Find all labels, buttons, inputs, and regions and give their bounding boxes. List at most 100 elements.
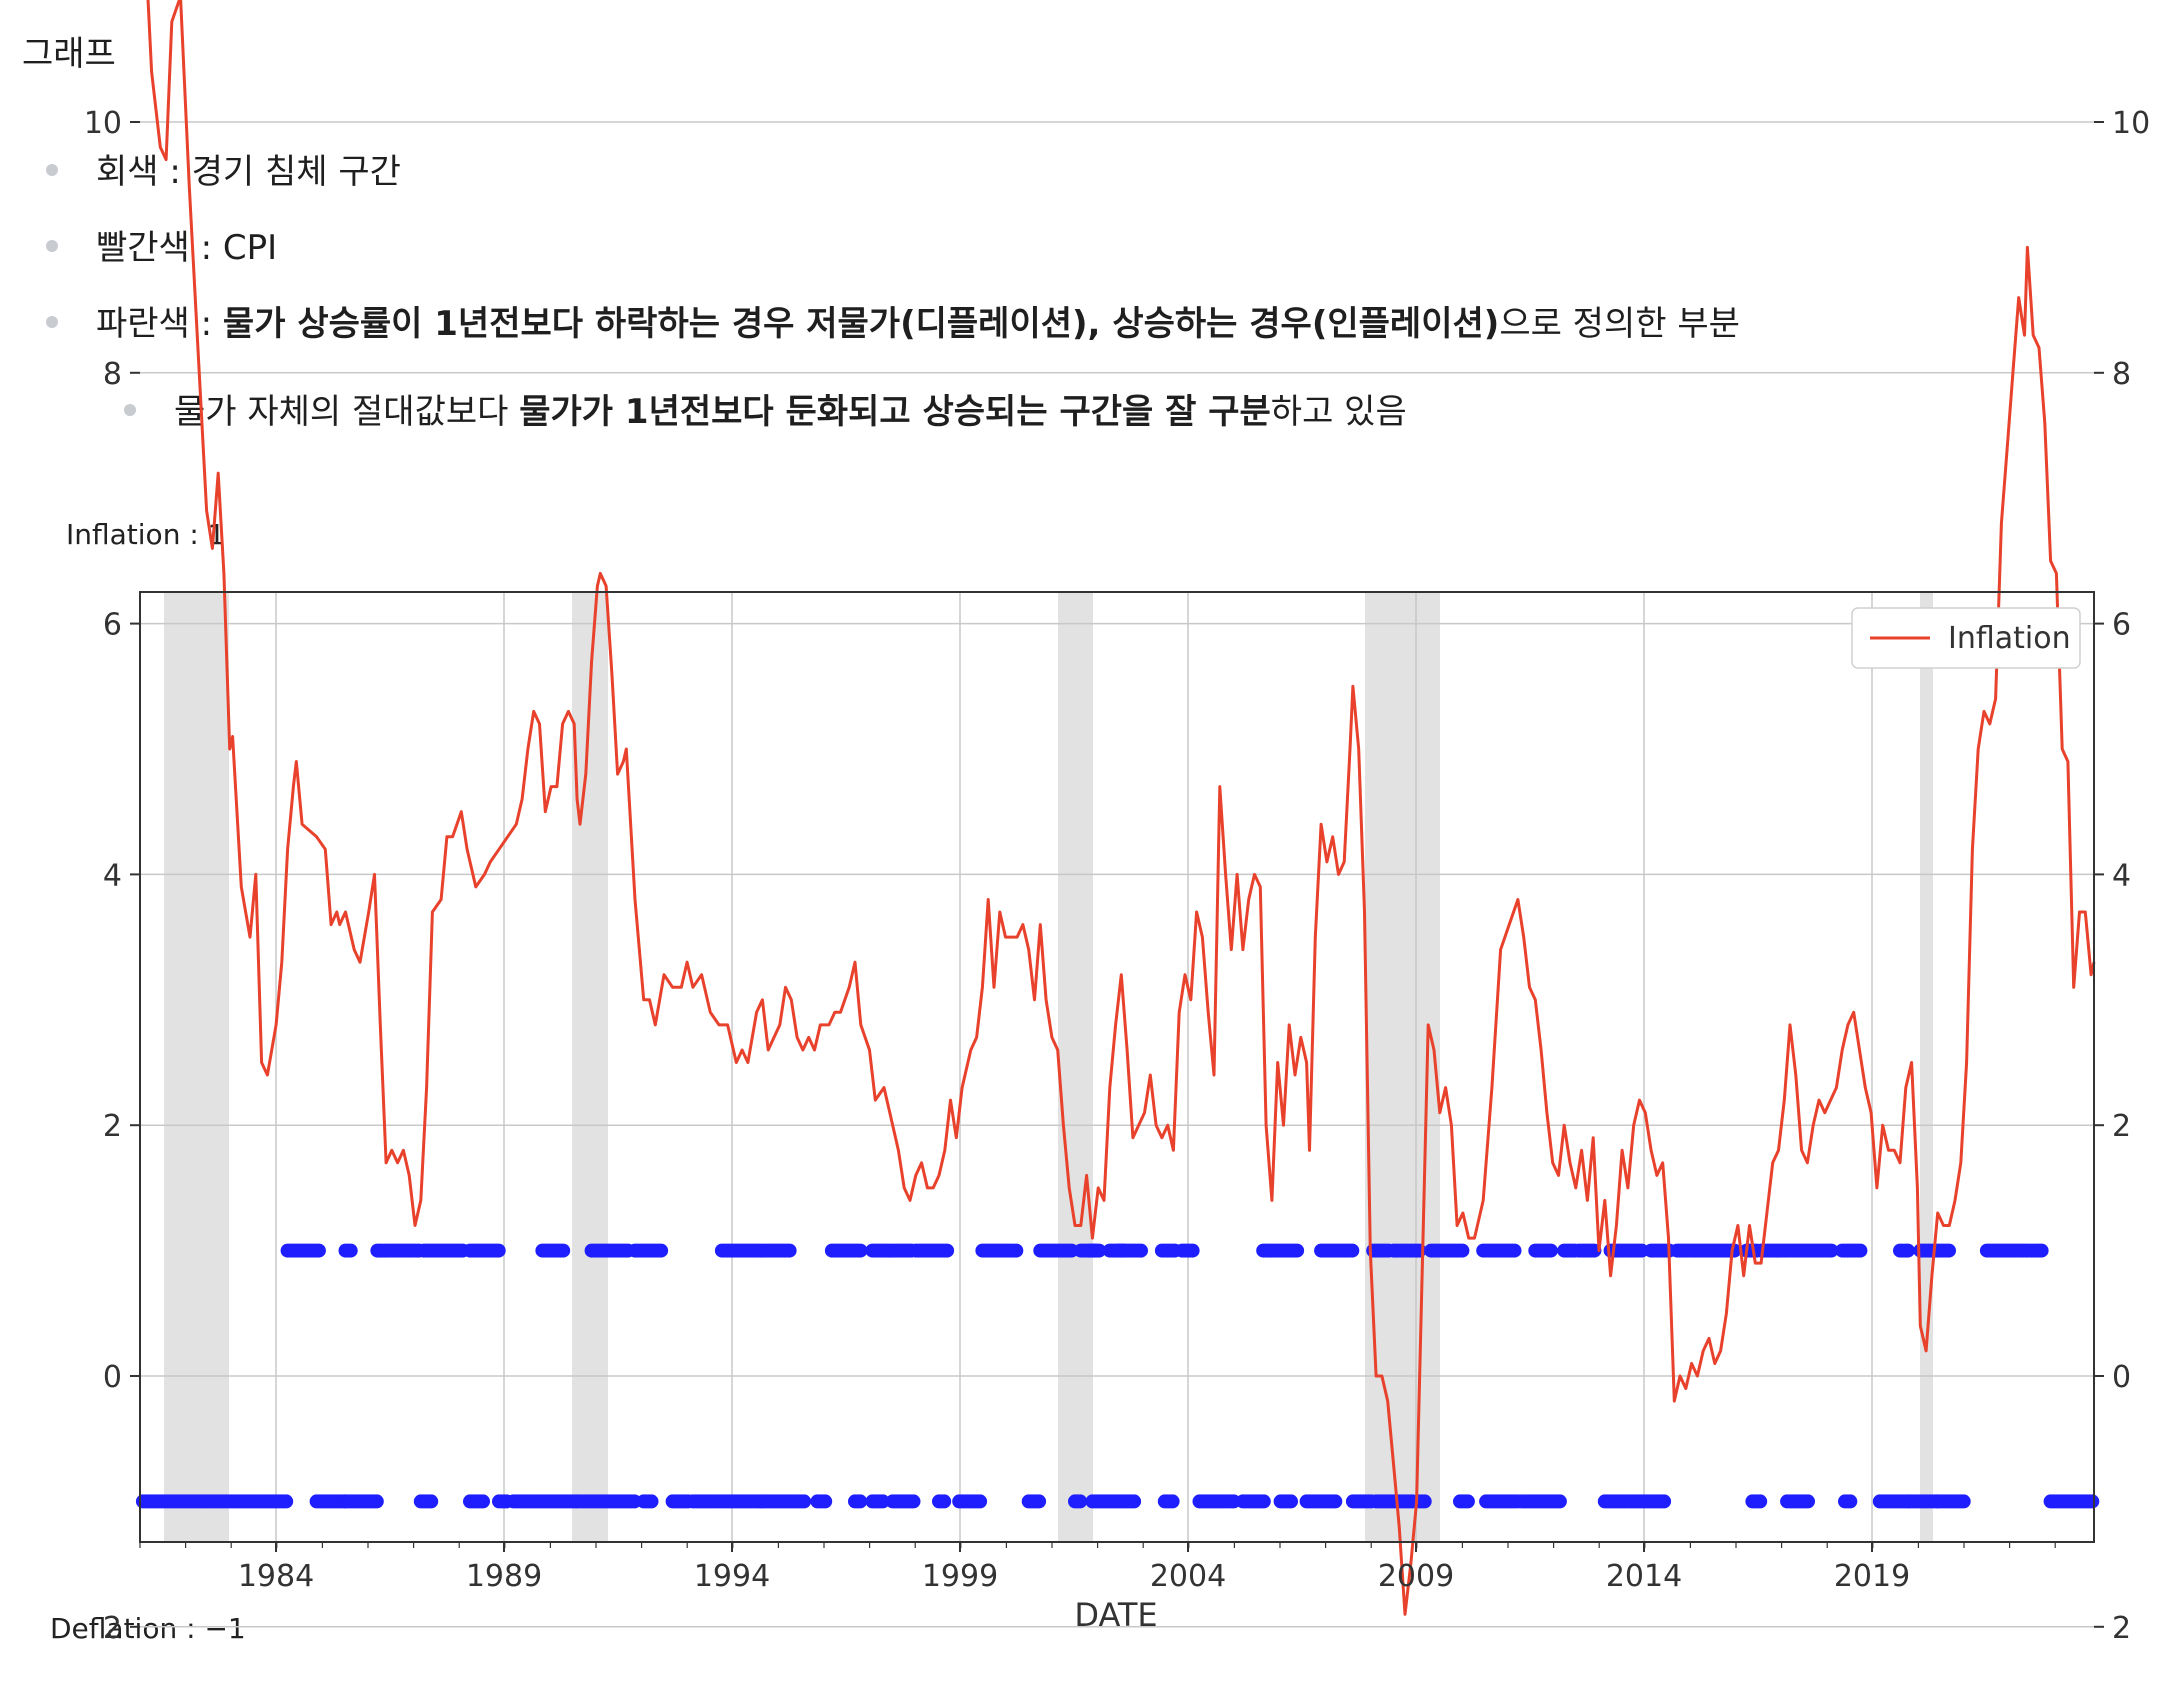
signal-dot (2085, 1494, 2100, 1509)
signal-dot (311, 1243, 326, 1258)
section-heading: 그래프 (22, 34, 116, 74)
y-tick-label-left: 10 (84, 106, 122, 141)
deflation-annotation: Deflation : −1 (50, 1612, 246, 1645)
note-text: 으로 정의한 부분 (1499, 304, 1740, 344)
signal-dot (906, 1494, 921, 1509)
signal-dot (782, 1243, 797, 1258)
signal-dot (1185, 1243, 1200, 1258)
inflation-line (146, 0, 2096, 1616)
signal-dot (1853, 1243, 1868, 1258)
y-tick-label-left: 2 (103, 1109, 122, 1144)
signal-dot (1256, 1494, 1271, 1509)
signal-dot (1942, 1243, 1956, 1258)
signal-dot (1657, 1494, 1672, 1509)
signal-dot (279, 1494, 294, 1509)
recession-band (1365, 592, 1440, 1542)
y-tick-label-right: 0 (2112, 1360, 2131, 1395)
y-tick-label-right: 6 (2112, 608, 2131, 643)
signal-dot (1460, 1494, 1475, 1509)
sub-note-item: 물가 자체의 절대값보다 물가가 1년전보다 둔화되고 상승되는 구간을 잘 구… (174, 384, 1407, 433)
signal-dot (1552, 1494, 1567, 1509)
signal-dot (1290, 1243, 1305, 1258)
y-tick-label-left: 2 (103, 1611, 122, 1646)
signal-dot (818, 1494, 833, 1509)
signal-dot (1843, 1494, 1858, 1509)
x-axis-label: DATE (1074, 1596, 1157, 1634)
axis-ticks: 1984198919941999200420092014201912108642… (84, 106, 2150, 1646)
recession-bands (164, 592, 1933, 1542)
signal-dot (1328, 1494, 1343, 1509)
signal-dot (491, 1243, 506, 1258)
signal-dot (1032, 1494, 1047, 1509)
signal-dot (1127, 1494, 1142, 1509)
x-tick-label: 2004 (1150, 1559, 1226, 1594)
note-text: 빨간색 : CPI (96, 228, 278, 268)
signal-dot (1116, 1243, 1131, 1258)
signal-dot (1900, 1243, 1915, 1258)
signal-dot (973, 1494, 988, 1509)
y-tick-label-right: 4 (2112, 858, 2131, 893)
signal-dot (797, 1494, 812, 1509)
legend-label: Inflation (1948, 621, 2071, 656)
signal-dot (1753, 1494, 1768, 1509)
plot-frame (139, 591, 2095, 1543)
signal-dot (1824, 1243, 1839, 1258)
note-text: 회색 : 경기 침체 구간 (96, 152, 401, 192)
y-tick-label-left: 6 (103, 608, 122, 643)
x-tick-label: 1984 (238, 1559, 314, 1594)
y-tick-label-right: 2 (2112, 1109, 2131, 1144)
y-tick-label-right: 8 (2112, 357, 2131, 392)
signal-dot (1345, 1243, 1360, 1258)
signal-dot (937, 1494, 952, 1509)
recession-band (164, 592, 229, 1542)
inflation-line-group (146, 0, 2096, 1616)
signal-dot (1507, 1243, 1522, 1258)
signal-dot (1801, 1494, 1815, 1509)
signal-dots (135, 1243, 2100, 1509)
plot-border (139, 591, 2095, 1543)
signal-dot (1165, 1494, 1180, 1509)
bullet-dot (46, 164, 58, 176)
note-bold-text: 물가가 1년전보다 둔화되고 상승되는 구간을 잘 구분 (519, 392, 1271, 432)
signal-dot (1073, 1494, 1088, 1509)
signal-dot (556, 1243, 571, 1258)
y-tick-label-right: 10 (2112, 106, 2150, 141)
signal-dot (1284, 1494, 1298, 1509)
bullet-dot (124, 404, 136, 416)
signal-dot (2034, 1243, 2049, 1258)
signal-dot (476, 1494, 490, 1509)
signal-dot (1134, 1243, 1148, 1258)
signal-dot (654, 1243, 669, 1258)
signal-dot (1956, 1494, 1971, 1509)
y-tick-label-left: 0 (103, 1360, 122, 1395)
inflation-annotation: Inflation : 1 (66, 518, 226, 551)
signal-dot (1417, 1494, 1432, 1509)
signal-dot (940, 1243, 955, 1258)
recession-band (1058, 592, 1093, 1542)
y-tick-label-left: 4 (103, 858, 122, 893)
signal-dot (1087, 1243, 1102, 1258)
signal-dot (644, 1494, 659, 1509)
signal-dot (1543, 1243, 1558, 1258)
signal-dot (1009, 1243, 1024, 1258)
recession-band (1920, 592, 1933, 1542)
x-tick-label: 1989 (466, 1559, 542, 1594)
legend-box (1851, 607, 2081, 669)
signal-dot (853, 1243, 868, 1258)
signal-dot (853, 1494, 868, 1509)
note-bold-text: 물가 상승률이 1년전보다 하락하는 경우 저물가(디플레이션), 상승하는 경… (222, 304, 1500, 344)
x-tick-label: 2019 (1834, 1559, 1910, 1594)
legend: Inflation (1851, 607, 2081, 669)
y-tick-label-left: 8 (103, 357, 122, 392)
signal-dot (424, 1494, 439, 1509)
x-tick-label: 2014 (1606, 1559, 1682, 1594)
signal-dot (369, 1494, 384, 1509)
note-text: 파란색 : (96, 304, 223, 344)
y-tick-label-right: 2 (2112, 1611, 2131, 1646)
x-tick-label: 1999 (922, 1559, 998, 1594)
note-item: 파란색 : 물가 상승률이 1년전보다 하락하는 경우 저물가(디플레이션), … (96, 296, 1740, 345)
signal-dot (1455, 1243, 1470, 1258)
x-tick-label: 1994 (694, 1559, 770, 1594)
note-item: 회색 : 경기 침체 구간 (96, 144, 401, 193)
